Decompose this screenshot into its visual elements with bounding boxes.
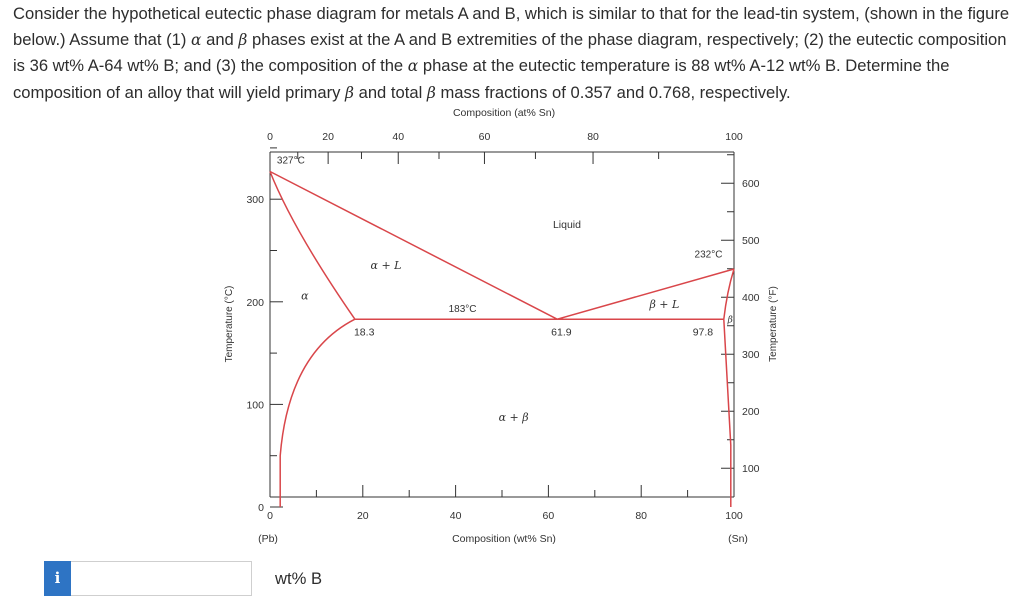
alpha-composition-label: 18.3 <box>354 327 375 339</box>
phase-boundaries <box>269 170 735 507</box>
greek-symbol: β <box>426 83 436 102</box>
question-text: Consider the hypothetical eutectic phase… <box>13 1 1013 106</box>
greek-symbol: β <box>238 30 248 49</box>
bottom-tick-label: 20 <box>357 510 369 522</box>
answer-input[interactable] <box>71 561 252 596</box>
top-tick-label: 0 <box>267 131 273 143</box>
question-text-segment: and <box>201 29 239 49</box>
top-tick-label: 40 <box>392 131 404 143</box>
alpha-solvus-line <box>279 318 356 507</box>
right-tick-label: 200 <box>742 406 760 418</box>
pb-melting-point-label: 327°C <box>277 155 305 166</box>
diagram-labels: 0 20 40 60 80 100 Composition (wt% Sn) (Pb) (Sn)… <box>224 107 779 545</box>
bottom-tick-label: 60 <box>543 510 555 522</box>
question-text-segment: Consider the hypothetical eutectic phase… <box>13 4 1010 49</box>
question-text-segment: and total <box>353 82 427 102</box>
alpha-beta-region-label: α + β <box>499 411 529 424</box>
bottom-tick-label: 80 <box>635 510 647 522</box>
right-tick-label: 100 <box>742 463 760 475</box>
left-tick-label: 300 <box>246 194 264 206</box>
top-tick-label: 20 <box>322 131 334 143</box>
beta-region-label: β <box>727 315 733 325</box>
beta-liquid-region-label: β + L <box>648 298 679 311</box>
right-tick-label: 300 <box>742 349 760 361</box>
question-text-segment: phases exist at the A and B extremities … <box>13 29 1007 76</box>
left-tick-label: 0 <box>258 502 264 514</box>
alpha-region-label: α <box>301 290 309 303</box>
diagram-axes <box>269 147 735 508</box>
top-axis-title: Composition (at% Sn) <box>453 107 555 119</box>
bottom-axis-title: Composition (wt% Sn) <box>452 533 556 545</box>
right-tick-label: 500 <box>742 235 760 247</box>
sn-label: (Sn) <box>728 533 748 545</box>
left-tick-label: 100 <box>246 399 264 411</box>
info-icon[interactable]: i <box>44 561 71 596</box>
greek-symbol: α <box>191 30 202 49</box>
bottom-tick-label: 0 <box>267 510 273 522</box>
left-tick-label: 200 <box>246 297 264 309</box>
alpha-solidus-line <box>269 171 356 320</box>
bottom-tick-label: 100 <box>725 510 743 522</box>
beta-solvus-line <box>723 319 732 507</box>
left-axis-title: Temperature (°C) <box>224 286 235 363</box>
liquid-region-label: Liquid <box>553 219 581 231</box>
beta-composition-label: 97.8 <box>693 327 714 339</box>
eutectic-temperature-label: 183°C <box>449 304 477 315</box>
greek-symbol: β <box>345 83 354 102</box>
top-tick-label: 60 <box>479 131 491 143</box>
question-text-segment: phase at the eutectic temperature is 88 … <box>13 56 950 102</box>
beta-solidus-line <box>723 268 735 320</box>
top-tick-label: 80 <box>587 131 599 143</box>
right-tick-label: 400 <box>742 292 760 304</box>
right-tick-label: 600 <box>742 178 760 190</box>
question-text-segment: mass fractions of 0.357 and 0.768, respe… <box>435 82 791 102</box>
greek-symbol: α <box>407 57 419 75</box>
sn-melting-point-label: 232°C <box>695 250 723 261</box>
alpha-liquid-region-label: α + L <box>371 259 402 272</box>
eutectic-composition-label: 61.9 <box>551 327 572 339</box>
pb-label: (Pb) <box>258 533 278 545</box>
bottom-tick-label: 40 <box>450 510 462 522</box>
answer-unit: wt% B <box>275 569 323 588</box>
right-axis-title: Temperature (°F) <box>768 286 779 362</box>
top-tick-label: 100 <box>725 131 743 143</box>
